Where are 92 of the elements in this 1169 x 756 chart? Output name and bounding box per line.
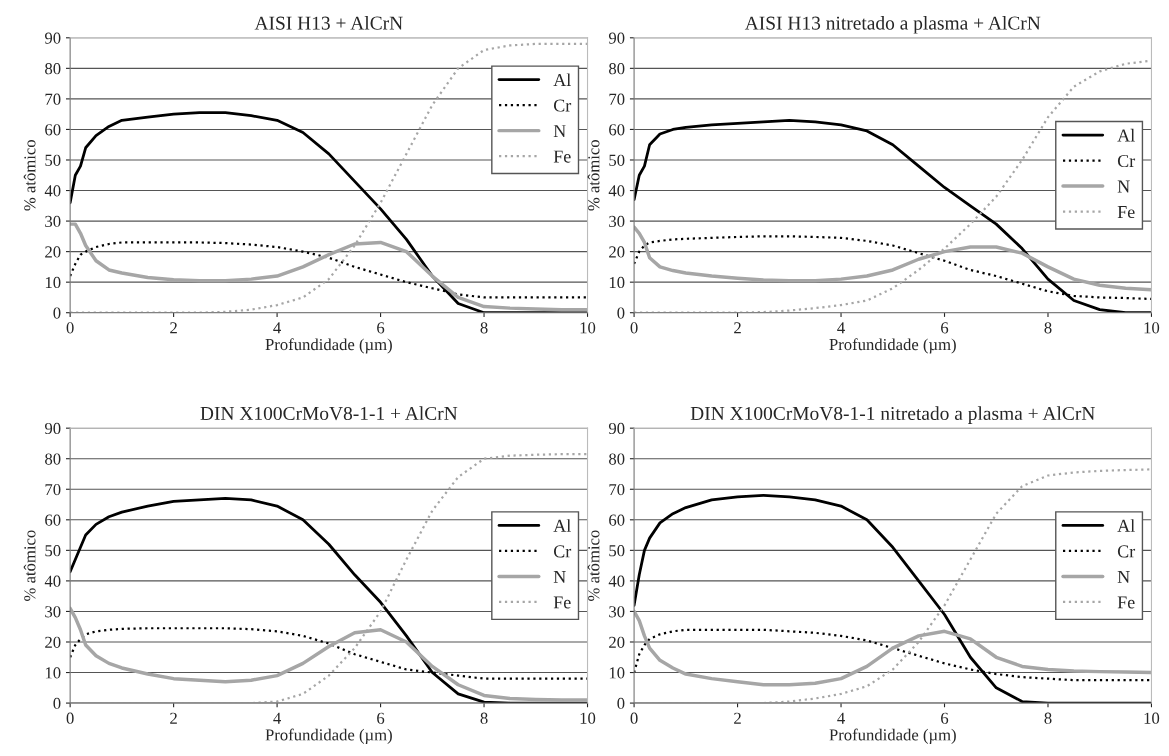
y-tick-label: 10	[45, 667, 61, 679]
x-tick-label: 6	[377, 712, 385, 724]
x-tick-label: 2	[734, 712, 741, 724]
y-tick-label: 40	[608, 185, 625, 197]
legend-label: Al	[1117, 519, 1135, 532]
x-tick-label: 0	[66, 322, 74, 334]
y-axis-title: % atômico	[587, 140, 600, 211]
y-tick-label: 0	[617, 307, 625, 319]
x-tick-label: 8	[1044, 712, 1052, 724]
y-tick-label: 0	[617, 697, 625, 710]
chart-title: AISI H13 + AlCrN	[254, 15, 403, 30]
x-axis-title: Profundidade (µm)	[265, 728, 392, 744]
y-tick-label: 60	[45, 514, 61, 526]
x-tick-label: 0	[66, 712, 74, 724]
x-tick-label: 0	[630, 712, 638, 724]
legend-label: Fe	[1117, 596, 1135, 609]
y-tick-label: 40	[44, 575, 61, 587]
y-tick-label: 20	[609, 246, 625, 258]
x-tick-label: 8	[1044, 322, 1052, 334]
x-tick-label: 10	[1144, 712, 1160, 724]
chart-title: DIN X100CrMoV8-1-1 nitretado a plasma + AlCrN	[690, 406, 1095, 424]
x-tick-label: 2	[170, 322, 177, 334]
y-tick-label: 90	[608, 422, 625, 435]
legend-label: N	[553, 125, 566, 137]
y-tick-label: 30	[45, 606, 61, 618]
x-tick-label: 4	[273, 322, 281, 334]
y-tick-label: 20	[45, 246, 61, 258]
y-tick-label: 70	[45, 93, 61, 105]
legend-label: Cr	[1117, 154, 1136, 168]
x-tick-label: 8	[480, 712, 488, 724]
x-axis-title: Profundidade (µm)	[265, 338, 392, 354]
y-tick-label: 90	[44, 32, 61, 44]
legend-label: Cr	[553, 99, 572, 112]
y-tick-label: 70	[609, 483, 625, 496]
y-tick-label: 50	[45, 545, 61, 557]
x-tick-label: 6	[941, 322, 949, 334]
y-tick-label: 30	[45, 215, 61, 228]
x-axis-title: Profundidade (µm)	[829, 728, 956, 744]
x-tick-label: 2	[734, 322, 741, 334]
legend-label: N	[553, 570, 566, 583]
legend-label: Fe	[1117, 206, 1135, 219]
y-tick-label: 30	[609, 215, 625, 228]
y-tick-label: 60	[609, 124, 625, 136]
y-tick-label: 50	[609, 154, 625, 166]
legend-label: Al	[553, 73, 571, 86]
x-tick-label: 0	[630, 322, 638, 334]
x-tick-label: 10	[1144, 322, 1160, 334]
legend-label: Al	[553, 519, 571, 532]
legend-label: Al	[1117, 128, 1135, 142]
y-axis-title: % atômico	[23, 530, 36, 601]
y-tick-label: 40	[44, 185, 61, 197]
chart-title: DIN X100CrMoV8-1-1 + AlCrN	[200, 406, 458, 421]
y-tick-label: 80	[45, 63, 61, 75]
y-tick-label: 40	[608, 575, 625, 587]
y-tick-label: 90	[608, 32, 625, 44]
x-tick-label: 6	[377, 322, 385, 334]
y-tick-label: 80	[45, 453, 61, 465]
y-tick-label: 10	[609, 276, 625, 289]
y-tick-label: 20	[609, 636, 625, 648]
x-tick-label: 10	[580, 322, 596, 334]
legend-label: N	[1117, 180, 1130, 193]
y-tick-label: 60	[609, 514, 625, 526]
y-tick-label: 90	[44, 422, 61, 435]
y-tick-label: 30	[609, 606, 625, 618]
y-tick-label: 80	[609, 63, 625, 75]
y-tick-label: 70	[609, 93, 625, 105]
legend-label: N	[1117, 570, 1130, 583]
y-axis-title: % atômico	[23, 140, 36, 211]
y-tick-label: 60	[45, 124, 61, 136]
y-tick-label: 50	[609, 545, 625, 557]
x-tick-label: 10	[580, 712, 596, 724]
x-axis-title: Profundidade (µm)	[829, 338, 956, 354]
legend-label: Fe	[553, 596, 571, 609]
x-tick-label: 8	[480, 322, 488, 334]
x-tick-label: 4	[273, 712, 281, 724]
y-tick-label: 0	[53, 697, 61, 710]
legend-label: Cr	[1117, 545, 1136, 558]
y-tick-label: 10	[609, 667, 625, 679]
chart-title: AISI H13 nitretado a plasma + AlCrN	[744, 15, 1041, 34]
y-axis-title: % atômico	[587, 530, 600, 601]
x-tick-label: 6	[941, 712, 949, 724]
y-tick-label: 20	[45, 636, 61, 648]
legend-label: Fe	[553, 150, 571, 163]
y-tick-label: 50	[45, 154, 61, 166]
y-tick-label: 0	[53, 307, 61, 319]
y-tick-label: 80	[609, 453, 625, 465]
legend-label: Cr	[553, 545, 572, 558]
x-tick-label: 2	[170, 712, 177, 724]
y-tick-label: 70	[45, 483, 61, 496]
x-tick-label: 4	[837, 322, 845, 334]
x-tick-label: 4	[837, 712, 845, 724]
y-tick-label: 10	[45, 276, 61, 289]
